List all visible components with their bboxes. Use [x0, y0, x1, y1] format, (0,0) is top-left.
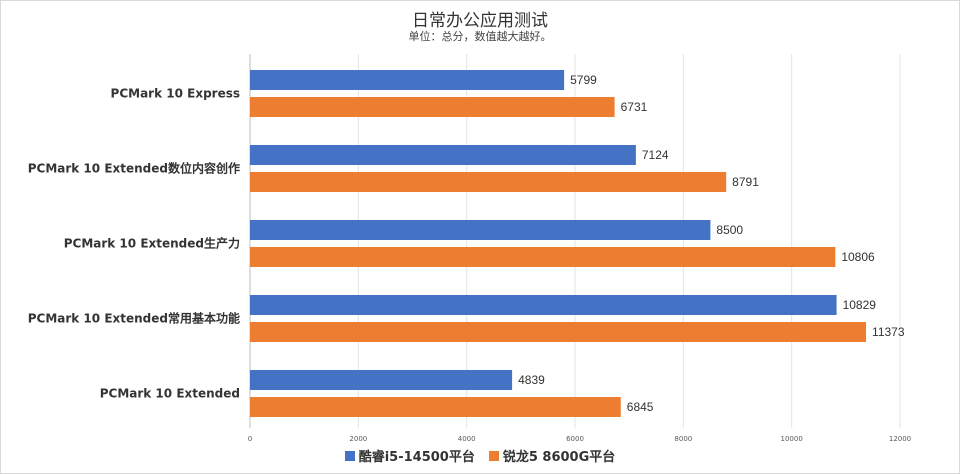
- legend: 酷睿i5-14500平台 锐龙5 8600G平台: [0, 446, 960, 465]
- bar: [250, 370, 513, 390]
- legend-swatch-series-2: [488, 450, 499, 461]
- bar: [250, 172, 727, 192]
- x-tick-label: 12000: [889, 435, 911, 443]
- bar: [250, 70, 565, 90]
- bar: [250, 247, 836, 267]
- chart-title: 日常办公应用测试: [412, 11, 548, 31]
- labels: 0 2000 4000 6000 8000 10000 12000 5799 6731 PCMar…: [28, 73, 911, 443]
- x-tick-label: 6000: [566, 435, 584, 443]
- x-tick-label: 4000: [458, 435, 476, 443]
- x-tick-label: 2000: [349, 435, 367, 443]
- category-label: PCMark 10 Extended: [100, 387, 240, 401]
- data-label: 4839: [518, 373, 545, 387]
- data-label: 11373: [872, 325, 905, 339]
- data-label: 8500: [716, 223, 743, 237]
- legend-swatch-series-1: [344, 450, 355, 461]
- x-tick-label: 0: [248, 435, 252, 443]
- bar: [250, 220, 711, 240]
- legend-label-series-2: 锐龙5 8600G平台: [502, 450, 616, 465]
- legend-item-series-1: 酷睿i5-14500平台: [344, 446, 475, 465]
- bars: [250, 70, 867, 417]
- category-label: PCMark 10 Express: [111, 87, 240, 101]
- data-label: 7124: [642, 148, 669, 162]
- bar: [250, 397, 621, 417]
- data-label: 10829: [843, 298, 877, 312]
- category-label: PCMark 10 Extended常用基本功能: [28, 311, 240, 326]
- bar: [250, 145, 636, 165]
- category-label: PCMark 10 Extended生产力: [64, 236, 240, 251]
- legend-item-series-2: 锐龙5 8600G平台: [488, 446, 616, 465]
- legend-label-series-1: 酷睿i5-14500平台: [358, 450, 475, 465]
- category-label: PCMark 10 Extended数位内容创作: [28, 161, 240, 176]
- data-label: 6845: [627, 400, 654, 414]
- data-label: 6731: [621, 100, 648, 114]
- data-label: 8791: [732, 175, 759, 189]
- chart-subtitle: 单位：总分，数值越大越好。: [408, 30, 552, 43]
- data-label: 10806: [841, 250, 875, 264]
- x-tick-label: 8000: [674, 435, 692, 443]
- data-label: 5799: [570, 73, 597, 87]
- bar: [250, 295, 837, 315]
- bar: [250, 97, 615, 117]
- x-tick-label: 10000: [781, 435, 803, 443]
- bar: [250, 322, 867, 342]
